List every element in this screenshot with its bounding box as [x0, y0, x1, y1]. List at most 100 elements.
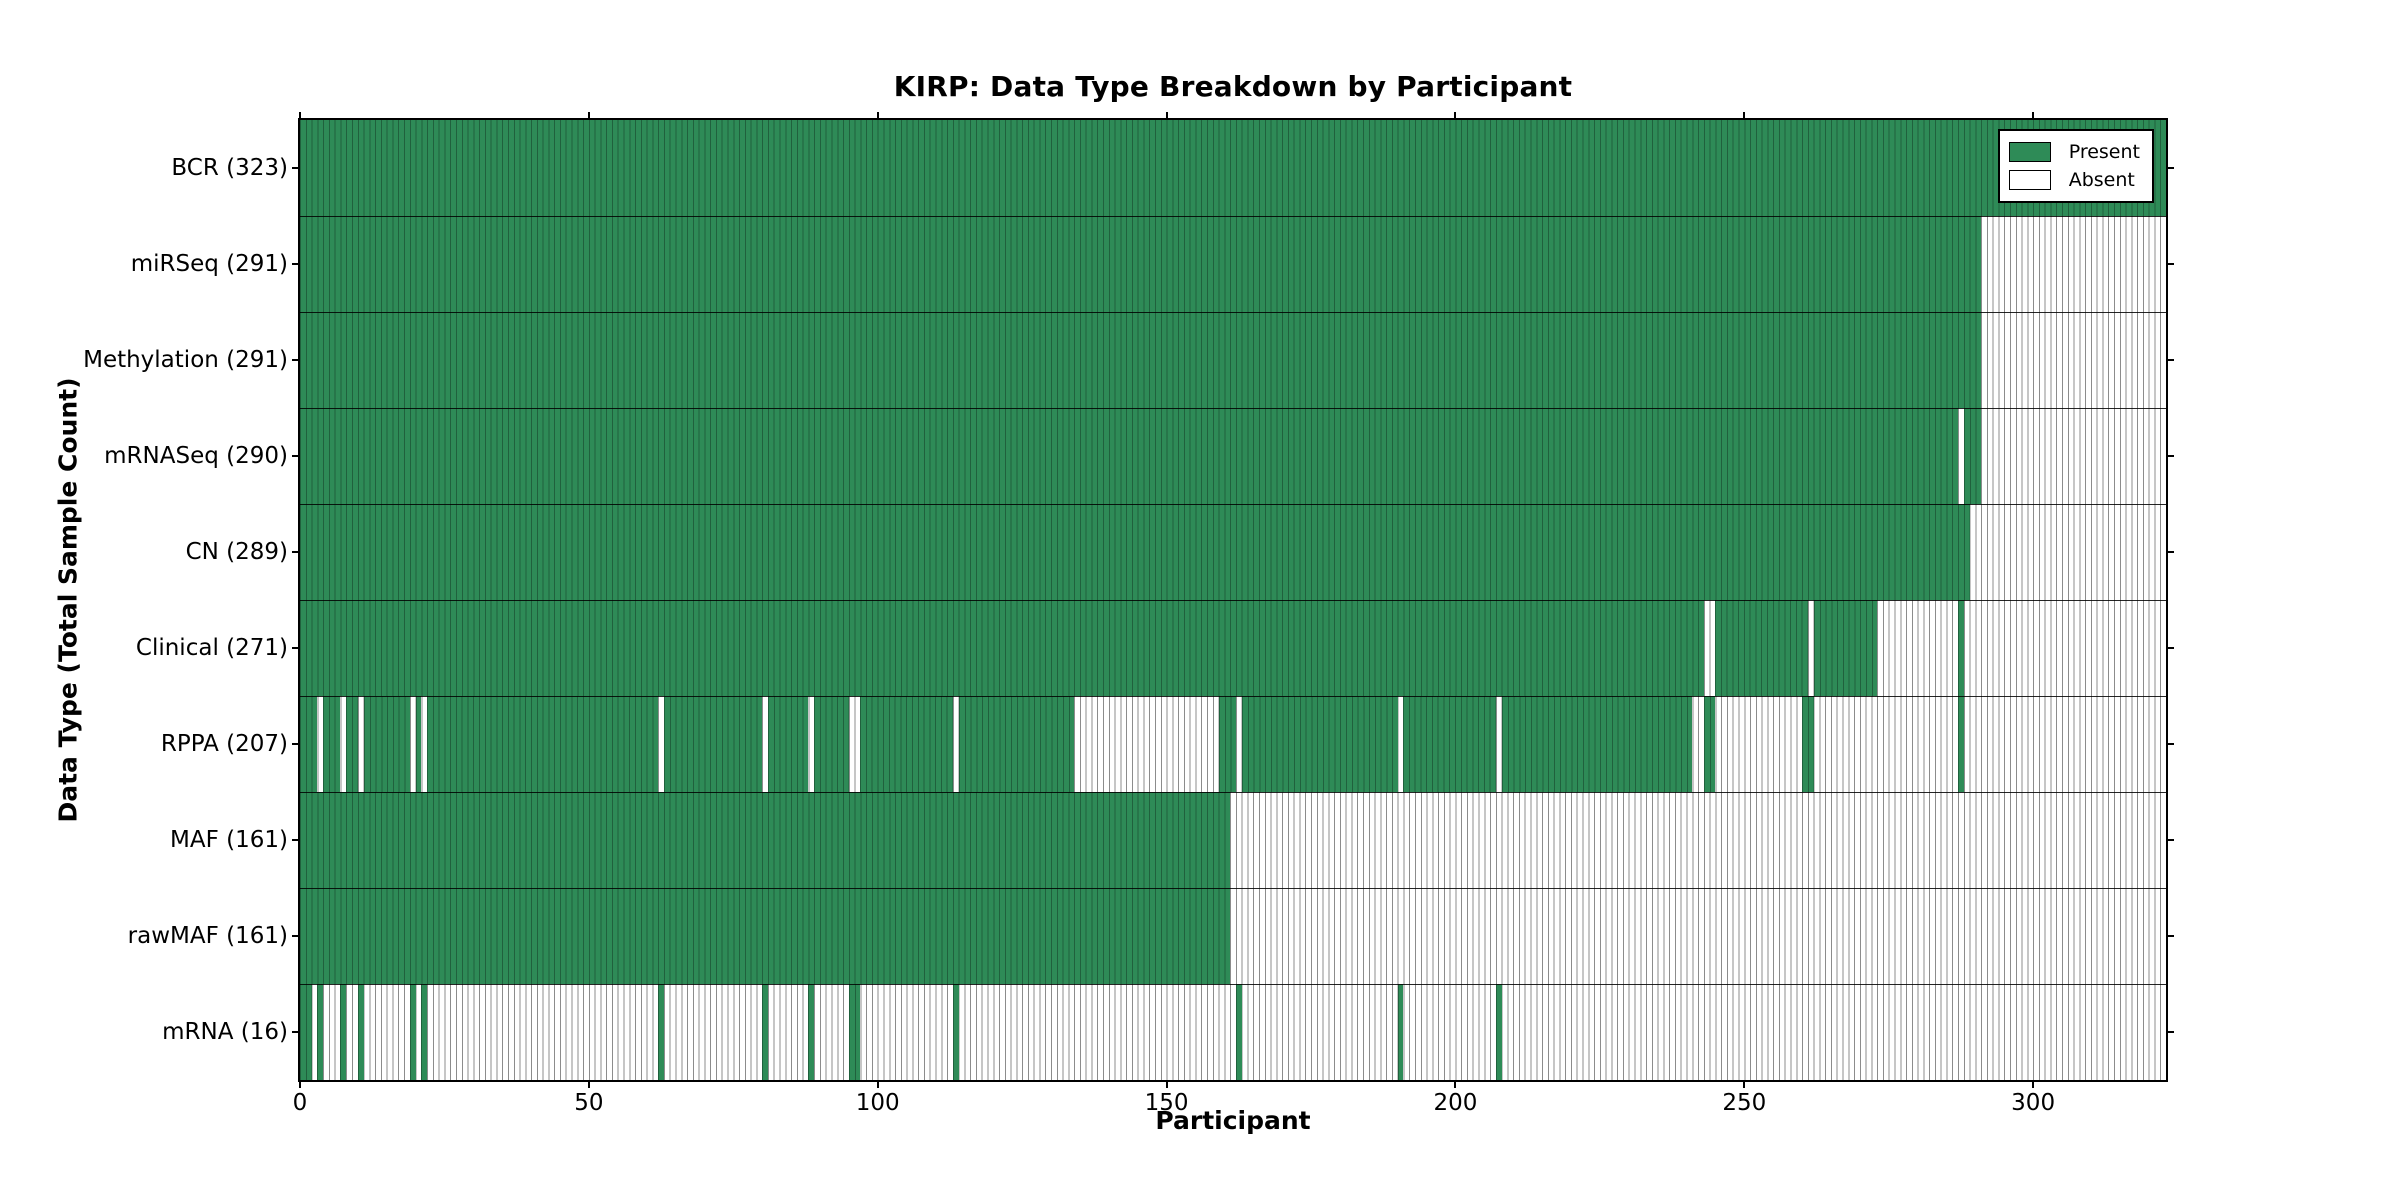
- heatmap-row-BCR: [300, 120, 2166, 216]
- heatmap-row-miRSeq: [300, 216, 2166, 312]
- y-tick-label-Clinical: Clinical (271): [135, 635, 288, 661]
- present-segment: [421, 984, 428, 1080]
- present-segment: [415, 696, 422, 792]
- present-segment: [323, 696, 341, 792]
- present-segment: [300, 696, 318, 792]
- present-segment: [300, 792, 1231, 888]
- present-segment: [1501, 696, 1693, 792]
- heatmap-row-MAF: [300, 792, 2166, 888]
- x-tick-top: [587, 112, 590, 120]
- y-tick-left: [292, 167, 300, 169]
- y-tick-right: [2166, 647, 2174, 649]
- present-segment: [300, 888, 1231, 984]
- x-tick-label-0: 0: [292, 1090, 308, 1116]
- present-segment: [1397, 984, 1404, 1080]
- present-segment: [1403, 696, 1496, 792]
- chart-title: KIRP: Data Type Breakdown by Participant: [893, 70, 1573, 103]
- present-segment: [952, 984, 959, 1080]
- y-tick-label-CN: CN (289): [185, 539, 288, 565]
- present-segment: [363, 696, 410, 792]
- present-segment: [814, 696, 849, 792]
- x-tick-top: [2032, 112, 2035, 120]
- row-separator: [300, 504, 2166, 505]
- present-segment: [1703, 696, 1716, 792]
- heatmap-row-mRNA: [300, 984, 2166, 1080]
- y-tick-right: [2166, 551, 2174, 553]
- present-segment: [658, 984, 664, 1080]
- x-tick-label-100: 100: [855, 1090, 900, 1116]
- present-segment: [1495, 984, 1502, 1080]
- x-tick-bottom: [587, 1080, 590, 1088]
- present-segment: [300, 312, 1982, 408]
- present-segment: [300, 600, 1704, 696]
- present-segment: [663, 696, 763, 792]
- y-tick-left: [292, 743, 300, 745]
- y-tick-right: [2166, 455, 2174, 457]
- x-tick-bottom: [876, 1080, 879, 1088]
- present-segment: [346, 696, 358, 792]
- present-segment: [300, 984, 312, 1080]
- present-segment: [409, 984, 416, 1080]
- y-tick-label-MAF: MAF (161): [170, 827, 288, 853]
- present-segment: [767, 696, 809, 792]
- present-segment: [1963, 408, 1982, 504]
- x-tick-top: [1454, 112, 1457, 120]
- present-segment: [762, 984, 768, 1080]
- legend-entry-present: Present: [2008, 138, 2140, 166]
- heatmap-row-CN: [300, 504, 2166, 600]
- heatmap-row-Clinical: [300, 600, 2166, 696]
- present-segment: [1715, 600, 1808, 696]
- row-separator: [300, 216, 2166, 217]
- x-tick-bottom: [1454, 1080, 1457, 1088]
- y-tick-label-mRNA: mRNA (16): [162, 1019, 288, 1045]
- x-tick-top: [299, 112, 301, 120]
- y-tick-right: [2166, 263, 2174, 265]
- y-tick-label-BCR: BCR (323): [171, 155, 288, 181]
- y-tick-right: [2166, 167, 2174, 169]
- row-separator: [300, 696, 2166, 697]
- y-tick-label-rawMAF: rawMAF (161): [127, 923, 288, 949]
- legend-present-label: Present: [2068, 141, 2140, 163]
- present-segment: [958, 696, 1075, 792]
- x-tick-label-50: 50: [574, 1090, 604, 1116]
- x-tick-label-150: 150: [1144, 1090, 1189, 1116]
- x-tick-bottom: [2032, 1080, 2035, 1088]
- y-tick-left: [292, 263, 300, 265]
- row-separator: [300, 888, 2166, 889]
- x-tick-label-300: 300: [2011, 1090, 2056, 1116]
- present-segment: [1958, 600, 1964, 696]
- row-separator: [300, 984, 2166, 985]
- x-tick-label-200: 200: [1433, 1090, 1478, 1116]
- present-segment: [1218, 696, 1236, 792]
- y-tick-label-RPPA: RPPA (207): [160, 731, 288, 757]
- y-tick-right: [2166, 1031, 2174, 1033]
- x-tick-label-250: 250: [1722, 1090, 1767, 1116]
- present-segment: [848, 984, 861, 1080]
- x-tick-top: [876, 112, 879, 120]
- y-tick-left: [292, 359, 300, 361]
- heatmap-row-mRNASeq: [300, 408, 2166, 504]
- y-tick-label-Methylation: Methylation (291): [83, 347, 288, 373]
- y-tick-right: [2166, 359, 2174, 361]
- y-tick-label-mRNASeq: mRNASeq (290): [104, 443, 288, 469]
- present-segment: [1813, 600, 1878, 696]
- present-segment: [300, 504, 1970, 600]
- y-tick-left: [292, 1031, 300, 1033]
- row-separator: [300, 792, 2166, 793]
- y-tick-left: [292, 647, 300, 649]
- present-segment: [357, 984, 364, 1080]
- legend-present-swatch: [2008, 142, 2051, 162]
- legend: Present Absent: [1997, 129, 2154, 203]
- heatmap-row-RPPA: [300, 696, 2166, 792]
- plot-area: Present Absent: [298, 118, 2168, 1082]
- x-tick-top: [1743, 112, 1746, 120]
- legend-absent-label: Absent: [2068, 169, 2135, 191]
- present-segment: [1241, 696, 1398, 792]
- y-tick-left: [292, 839, 300, 841]
- row-separator: [300, 408, 2166, 409]
- x-axis-label: Participant: [1155, 1106, 1311, 1135]
- present-segment: [860, 696, 953, 792]
- heatmap-row-Methylation: [300, 312, 2166, 408]
- row-separator: [300, 312, 2166, 313]
